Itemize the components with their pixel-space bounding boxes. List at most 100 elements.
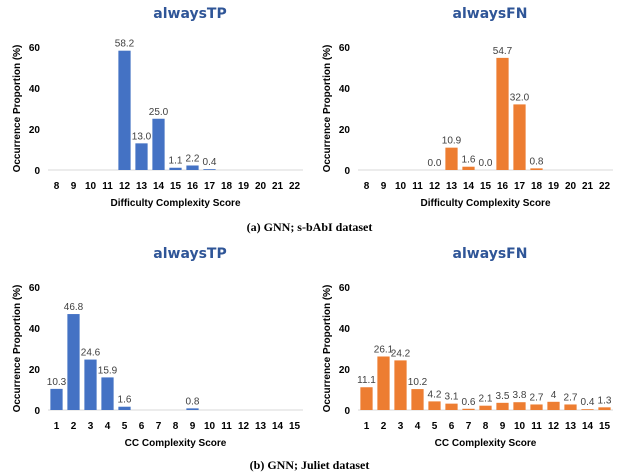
data-label: 2.7 [530, 392, 544, 403]
x-tick-label: 3 [88, 421, 94, 432]
bar [411, 389, 424, 410]
y-axis-label: Occurrence Proportion (%) [12, 45, 23, 173]
x-tick-label: 3 [398, 421, 404, 432]
y-tick-label: 60 [29, 283, 41, 294]
bar [118, 50, 131, 170]
chart-top-left: 0 20 40 60 Occurrence Proportion (%) Difficul… [12, 39, 303, 209]
y-tick-label: 60 [339, 283, 351, 294]
bar [169, 167, 182, 170]
y-axis-label: Occurrence Proportion (%) [12, 285, 23, 413]
caption-top: (a) GNN; s-bAbI dataset [246, 220, 373, 234]
x-tick-label: 8 [173, 421, 179, 432]
data-label: 3.5 [496, 391, 510, 402]
x-tick-label: 7 [156, 421, 162, 432]
y-tick-label: 20 [339, 365, 351, 376]
data-label: 2.1 [479, 394, 493, 405]
y-tick-label: 60 [339, 43, 351, 54]
x-tick-label: 9 [381, 181, 387, 192]
data-label: 4.2 [428, 389, 442, 400]
bar [479, 405, 492, 410]
data-label: 24.2 [391, 348, 411, 359]
caption-bottom: (b) GNN; Juliet dataset [249, 458, 370, 472]
x-tick-label: 8 [364, 181, 370, 192]
x-tick-label: 11 [221, 421, 232, 432]
data-label: 1.6 [462, 155, 476, 166]
x-tick-label: 11 [102, 181, 113, 192]
x-tick-label: 14 [582, 421, 594, 432]
x-tick-label: 17 [204, 181, 216, 192]
y-tick-label: 0 [344, 406, 350, 417]
y-axis-label: Occurrence Proportion (%) [322, 45, 333, 173]
bar [360, 387, 373, 410]
bar [445, 147, 458, 170]
y-tick-label: 20 [339, 125, 351, 136]
x-tick-label: 13 [565, 421, 577, 432]
data-label: 15.9 [98, 365, 118, 376]
data-label: 1.6 [118, 395, 132, 406]
chart-title-bottom-right: alwaysFN [452, 246, 528, 262]
x-tick-label: 8 [54, 181, 60, 192]
data-label: 1.1 [169, 156, 183, 167]
data-label: 0.8 [530, 156, 544, 167]
x-tick-label: 20 [255, 181, 267, 192]
y-tick-label: 20 [29, 365, 41, 376]
y-tick-label: 40 [29, 324, 41, 335]
x-tick-label: 15 [599, 421, 611, 432]
x-tick-label: 19 [548, 181, 560, 192]
x-tick-label: 16 [187, 181, 199, 192]
data-label: 2.2 [186, 153, 200, 164]
data-label: 0.6 [462, 397, 476, 408]
x-tick-label: 14 [272, 421, 284, 432]
x-tick-label: 14 [153, 181, 165, 192]
x-tick-label: 18 [221, 181, 233, 192]
bar [513, 104, 526, 170]
x-tick-label: 12 [429, 181, 441, 192]
data-label: 11.1 [357, 375, 376, 386]
data-label: 1.3 [598, 395, 612, 406]
data-label: 13.0 [132, 131, 152, 142]
x-tick-label: 2 [71, 421, 77, 432]
data-label: 54.7 [493, 46, 513, 57]
data-label: 10.2 [408, 377, 428, 388]
bar [203, 169, 216, 170]
x-tick-label: 13 [255, 421, 267, 432]
bar [564, 404, 577, 410]
x-tick-label: 13 [136, 181, 148, 192]
x-tick-label: 15 [170, 181, 182, 192]
bar [50, 388, 63, 410]
chart-title-bottom-left: alwaysTP [153, 246, 227, 262]
chart-title-top-right: alwaysFN [452, 6, 528, 22]
bar [152, 118, 165, 170]
x-tick-label: 12 [119, 181, 131, 192]
chart-top-right: 0 20 40 60 Occurrence Proportion (%) Difficul… [322, 43, 613, 209]
x-tick-label: 22 [289, 181, 301, 192]
x-tick-label: 1 [364, 421, 370, 432]
y-tick-label: 40 [339, 84, 351, 95]
bar [462, 408, 475, 410]
x-tick-label: 17 [514, 181, 526, 192]
bar [394, 360, 407, 410]
x-tick-label: 10 [395, 181, 407, 192]
bar [445, 403, 458, 410]
data-label: 58.2 [115, 39, 135, 50]
x-tick-label: 4 [105, 421, 111, 432]
x-tick-label: 5 [432, 421, 438, 432]
chart-title-top-left: alwaysTP [153, 6, 227, 22]
x-tick-label: 7 [466, 421, 472, 432]
x-tick-label: 12 [238, 421, 250, 432]
x-tick-label: 18 [531, 181, 543, 192]
x-tick-label: 14 [463, 181, 475, 192]
bar [377, 356, 390, 410]
x-tick-label: 11 [531, 421, 542, 432]
x-tick-label: 15 [480, 181, 492, 192]
x-tick-label: 12 [548, 421, 560, 432]
bar [496, 402, 509, 410]
y-tick-label: 60 [29, 43, 41, 54]
bar [101, 377, 114, 410]
bar [118, 406, 131, 410]
data-label: 10.3 [47, 377, 67, 388]
data-label: 3.1 [445, 392, 459, 403]
x-tick-label: 1 [54, 421, 60, 432]
x-tick-label: 13 [446, 181, 458, 192]
